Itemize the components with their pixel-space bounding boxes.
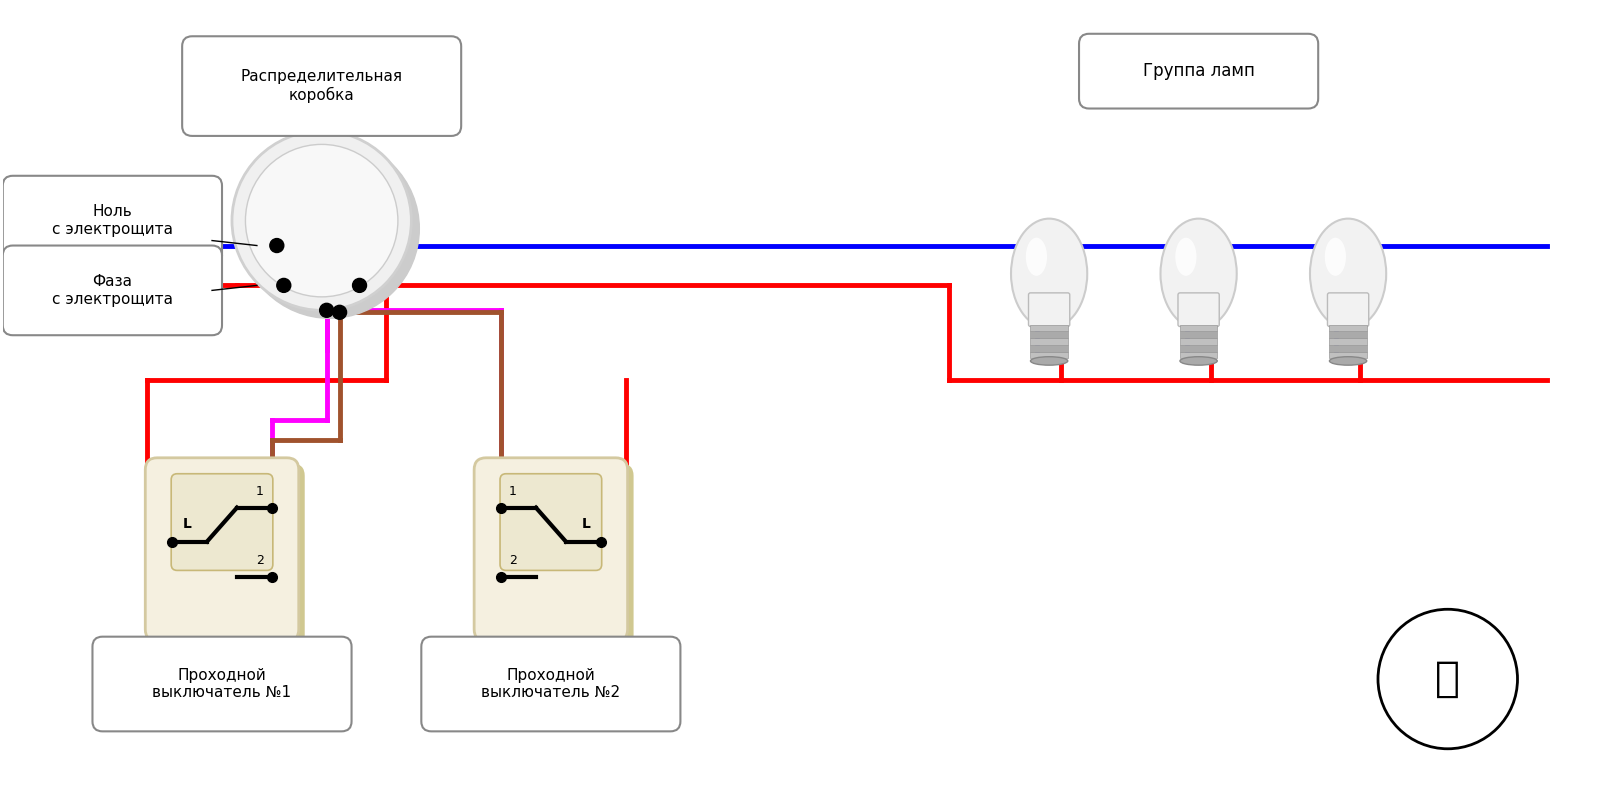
Text: 2: 2 [509,554,517,567]
Text: Проходной
выключатель №2: Проходной выключатель №2 [482,668,621,700]
FancyBboxPatch shape [3,246,222,335]
FancyBboxPatch shape [1179,345,1218,352]
FancyBboxPatch shape [1330,331,1366,338]
Circle shape [270,238,283,253]
FancyBboxPatch shape [1330,352,1366,358]
FancyBboxPatch shape [1179,338,1218,345]
FancyBboxPatch shape [1328,293,1368,326]
FancyBboxPatch shape [421,637,680,731]
FancyBboxPatch shape [1030,325,1067,331]
Ellipse shape [1325,238,1346,276]
Circle shape [352,278,366,292]
FancyBboxPatch shape [474,458,627,641]
Ellipse shape [1179,357,1218,365]
FancyBboxPatch shape [1030,345,1067,352]
FancyBboxPatch shape [1179,325,1218,331]
Text: L: L [581,517,590,530]
FancyBboxPatch shape [1078,34,1318,109]
Circle shape [240,139,419,318]
Text: Ноль
с электрощита: Ноль с электрощита [51,205,173,237]
FancyBboxPatch shape [501,474,602,570]
Text: Распределительная
коробка: Распределительная коробка [240,70,403,103]
Text: L: L [182,517,192,530]
FancyBboxPatch shape [1330,345,1366,352]
Text: 👋: 👋 [1435,658,1461,700]
FancyBboxPatch shape [93,637,352,731]
FancyBboxPatch shape [171,474,274,570]
Text: Проходной
выключатель №1: Проходной выключатель №1 [152,668,291,700]
Circle shape [333,306,347,319]
FancyBboxPatch shape [146,458,299,641]
Circle shape [245,144,398,297]
FancyBboxPatch shape [3,176,222,266]
Circle shape [277,278,291,292]
FancyBboxPatch shape [480,464,634,647]
Circle shape [320,303,334,318]
Text: 1: 1 [256,485,264,498]
FancyBboxPatch shape [1179,352,1218,358]
Circle shape [232,131,411,310]
Ellipse shape [1330,357,1366,365]
Ellipse shape [1030,357,1067,365]
Ellipse shape [1026,238,1046,276]
FancyBboxPatch shape [1330,325,1366,331]
FancyBboxPatch shape [152,464,304,647]
Text: Группа ламп: Группа ламп [1142,62,1254,80]
Ellipse shape [1011,218,1088,329]
Ellipse shape [1310,218,1386,329]
FancyBboxPatch shape [1178,293,1219,326]
Ellipse shape [1176,238,1197,276]
FancyBboxPatch shape [1030,331,1067,338]
FancyBboxPatch shape [1030,338,1067,345]
FancyBboxPatch shape [1029,293,1070,326]
Text: 1: 1 [509,485,517,498]
FancyBboxPatch shape [1179,331,1218,338]
Text: Фаза
с электрощита: Фаза с электрощита [51,274,173,306]
FancyBboxPatch shape [182,36,461,136]
FancyBboxPatch shape [1330,338,1366,345]
Ellipse shape [1160,218,1237,329]
FancyBboxPatch shape [1030,352,1067,358]
Text: 2: 2 [256,554,264,567]
